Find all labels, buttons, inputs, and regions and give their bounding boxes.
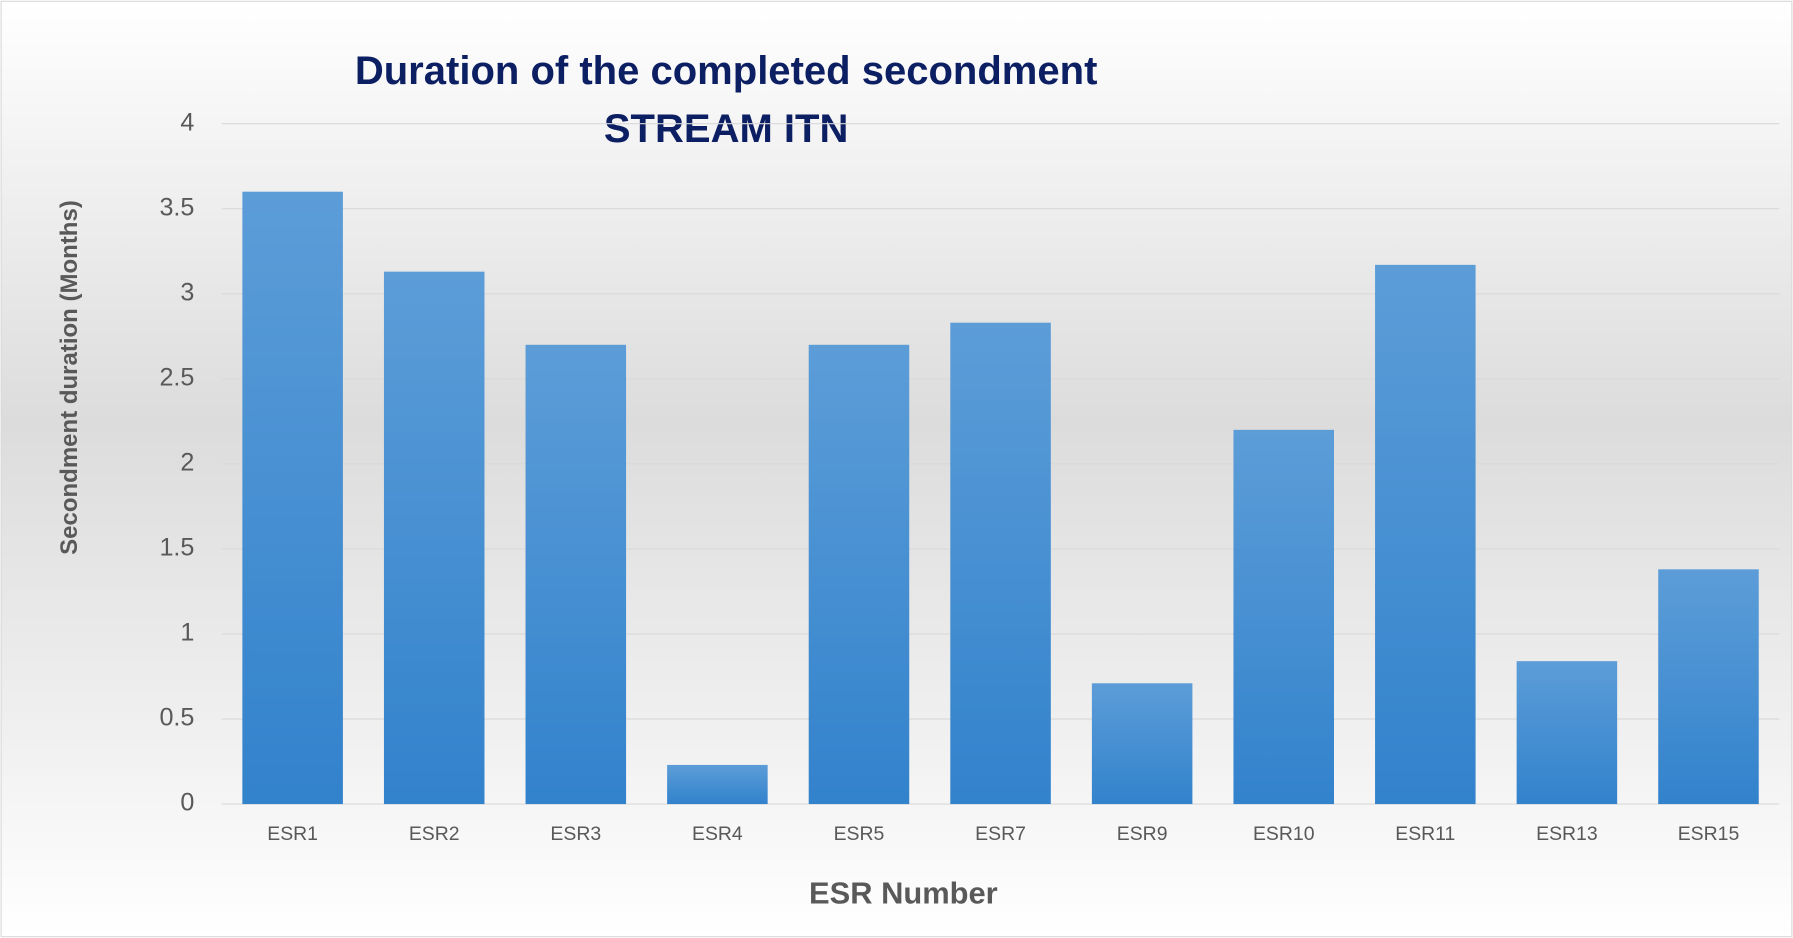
x-tick-label: ESR15 [1678, 823, 1740, 845]
y-tick-label: 0 [180, 789, 194, 817]
y-tick-label: 3.5 [159, 193, 194, 221]
bar [1091, 683, 1193, 805]
chart-title: STREAM ITN [604, 107, 849, 151]
x-tick-label: ESR2 [409, 823, 460, 845]
x-tick-label: ESR1 [267, 823, 318, 845]
x-tick-label: ESR7 [975, 823, 1026, 845]
y-tick-label: 2 [180, 448, 194, 476]
x-tick-label: ESR5 [834, 823, 885, 845]
y-axis-label: Secondment duration (Months) [56, 200, 83, 555]
bar [525, 344, 627, 805]
bar [1516, 661, 1618, 805]
bar [1233, 429, 1334, 805]
y-tick-label: 4 [180, 108, 194, 136]
y-tick-label: 0.5 [159, 704, 194, 732]
y-tick-label: 1.5 [159, 534, 194, 562]
x-tick-label: ESR13 [1536, 823, 1598, 845]
bar [242, 191, 343, 805]
x-axis-label: ESR Number [809, 876, 998, 911]
x-tick-label: ESR4 [692, 823, 743, 845]
x-tick-label: ESR9 [1117, 823, 1168, 845]
bar [1375, 264, 1476, 805]
bar [667, 764, 768, 805]
chart-title: Duration of the completed secondment [355, 49, 1098, 93]
bar [383, 271, 485, 805]
y-tick-label: 3 [180, 278, 194, 306]
bar [1658, 569, 1759, 805]
x-tick-label: ESR10 [1253, 823, 1315, 845]
bar [950, 322, 1051, 805]
bar [808, 344, 910, 805]
y-tick-label: 2.5 [159, 363, 194, 391]
x-tick-label: ESR3 [550, 823, 601, 845]
x-tick-label: ESR11 [1395, 823, 1455, 845]
y-tick-label: 1 [180, 619, 194, 647]
